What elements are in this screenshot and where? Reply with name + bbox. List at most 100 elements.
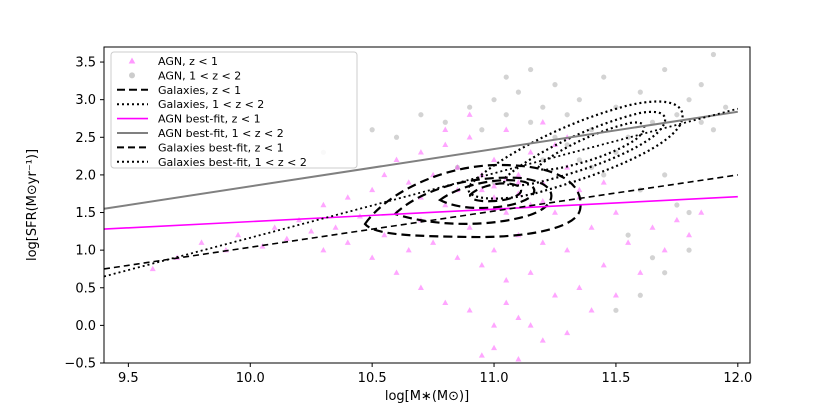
agn-low-z-point [454,254,461,260]
agn-low-z-point [442,126,449,132]
agn-low-z-point [381,171,388,178]
agn-high-z-point [418,112,424,118]
contour-galaxies-low-inner [437,179,536,210]
agn-low-z-point [491,322,498,328]
agn-low-z-point [491,156,498,163]
agn-high-z-point [467,104,473,110]
agn-low-z-point [576,186,583,193]
agn-low-z-point [393,156,400,163]
y-axis: −0.5 0.0 0.5 1.0 1.5 2.0 2.5 3.0 3.5 [64,56,104,372]
agn-low-z-point [308,228,315,234]
scatter-layer [149,51,729,362]
y-tick-label: 1.5 [75,206,96,221]
agn-high-z-point [515,89,522,95]
agn-low-z-point [551,292,558,298]
agn-high-z-point [393,134,400,140]
agn-high-z-point [637,89,643,95]
contour-galaxies-high-inner [537,121,646,171]
agn-fit-low-z-line [104,195,738,230]
legend-galaxies-low-z: Galaxies, z < 1 [158,84,241,97]
plot-frame [103,46,751,364]
agn-low-z-point [283,235,290,242]
legend-agn-fit-high-z: AGN best-fit, 1 < z < 2 [158,127,284,140]
contour-galaxies-low-outer [363,163,582,239]
agn-low-z-point [466,224,473,230]
agn-high-z-point [503,74,509,80]
y-tick-label: 3.0 [75,93,96,108]
agn-high-z-point [637,292,643,298]
y-tick-label: 2.0 [75,168,96,183]
agn-low-z-point [600,179,607,185]
agn-low-z-point [198,239,205,245]
agn-low-z-point [478,261,485,268]
legend-galaxies-fit-low-z: Galaxies best-fit, z < 1 [158,141,284,154]
agn-low-z-point [320,201,327,208]
y-tick-label: 0.0 [75,319,96,334]
agn-low-z-point [527,322,534,328]
agn-low-z-point [442,299,449,306]
y-tick-label: −0.5 [64,357,96,372]
legend-galaxies-high-z: Galaxies, 1 < z < 2 [158,98,264,111]
agn-high-z-point [710,127,717,133]
agn-high-z-point [564,112,570,118]
agn-high-z-point [698,82,704,88]
galaxy-contours [363,100,684,239]
agn-low-z-point [637,269,644,275]
agn-fit-high-z-line [104,110,738,210]
agn-high-z-point [649,255,656,261]
agn-low-z-point [539,239,546,245]
y-axis-label: log[SFR(M⊙yr⁻¹)] [25,149,40,261]
agn-high-z-point [564,142,570,148]
x-axis: 9.5 10.0 10.5 11.0 11.5 12.0 [118,363,752,386]
y-tick-label: 0.5 [75,281,96,296]
agn-low-z-point [564,329,571,336]
agn-high-z-point [662,66,668,73]
agn-low-z-point [466,111,473,117]
agn-low-z-point [503,299,510,306]
agn-high-z-point [662,270,668,276]
agn-low-z-point [564,246,571,253]
agn-low-z-point [381,231,388,238]
contour-galaxies-low-core [468,182,523,203]
galaxies-fit-high-z-line [104,107,739,278]
x-tick-label: 11.5 [601,371,630,386]
agn-low-z-point [344,239,351,245]
agn-high-z-point [479,127,485,133]
agn-low-z-point [503,277,510,283]
contour-galaxies-high-mid [502,110,667,187]
agn-low-z-point [417,149,424,155]
agn-high-z-point [686,97,692,103]
legend-agn-high-z: AGN, 1 < z < 2 [158,69,241,82]
agn-low-z-point [466,134,473,140]
agn-low-z-point [515,171,522,178]
agn-low-z-point [515,314,522,321]
x-tick-label: 11.0 [480,371,509,386]
galaxies-fit-low-z-line [104,174,738,270]
x-tick-label: 12.0 [723,371,752,386]
x-tick-label: 10.0 [236,371,265,386]
agn-low-z-point [369,186,376,193]
agn-low-z-point [612,292,619,298]
agn-low-z-point [527,269,534,275]
agn-low-z-point [539,337,546,343]
agn-low-z-point [515,356,522,362]
agn-high-z-point [662,172,668,178]
agn-high-z-point [625,232,631,238]
agn-high-z-point [674,202,680,208]
x-tick-label: 10.5 [358,371,387,386]
agn-low-z-point [612,209,619,215]
agn-high-z-point [686,247,692,253]
agn-low-z-point [673,216,680,223]
agn-low-z-point [625,239,632,245]
agn-high-z-point [686,209,692,216]
agn-low-z-point [539,198,546,204]
agn-low-z-point [149,265,156,272]
agn-low-z-point [393,269,400,275]
agn-low-z-point [405,246,412,253]
legend-marker-circle [129,72,135,79]
agn-low-z-point [417,284,424,290]
agn-high-z-point [649,119,656,125]
agn-low-z-point [430,239,437,245]
